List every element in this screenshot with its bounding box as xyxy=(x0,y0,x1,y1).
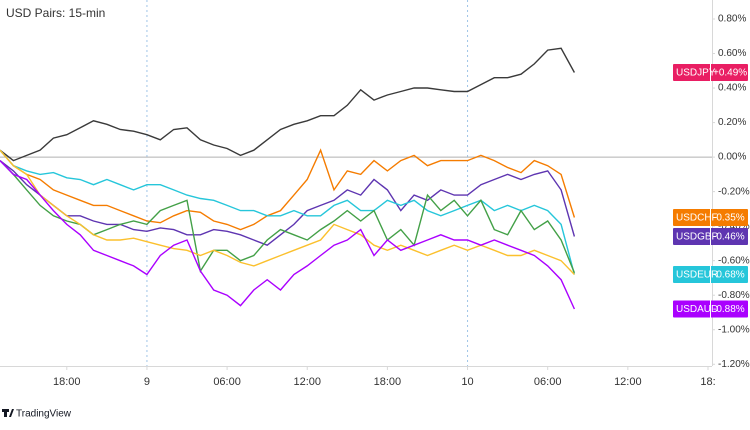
x-tick-label: 18:00 xyxy=(374,376,402,388)
y-tick-label: -0.20% xyxy=(718,186,750,197)
x-tick-label: 12:00 xyxy=(293,376,321,388)
y-tick-label: 0.80% xyxy=(718,14,746,25)
series-line xyxy=(0,149,576,275)
y-tick-label: -1.20% xyxy=(718,359,750,370)
brand: TradingView xyxy=(16,409,72,420)
series-name: USDEUR xyxy=(676,270,718,281)
series-line xyxy=(0,148,576,231)
x-tick-label: 10 xyxy=(461,376,473,388)
y-tick-label: -1.00% xyxy=(718,324,750,335)
x-tick-label: 18: xyxy=(700,376,715,388)
x-tick-label: 12:00 xyxy=(614,376,642,388)
x-tick-label: 06:00 xyxy=(213,376,241,388)
y-tick-label: -0.40% xyxy=(718,221,750,232)
series-name: USDAUD xyxy=(676,304,718,315)
series-name: USDGBP xyxy=(676,232,719,243)
series-line xyxy=(0,160,576,246)
end-value-label: -0.46% xyxy=(713,232,745,243)
y-tick-label: -0.60% xyxy=(718,255,750,266)
series-line xyxy=(0,160,576,274)
end-value-label: -0.35% xyxy=(713,213,745,224)
end-value-label: +0.49% xyxy=(713,68,747,79)
y-tick-label: -0.80% xyxy=(718,290,750,301)
series-line xyxy=(0,160,576,310)
logo xyxy=(2,409,14,417)
y-tick-label: 0.00% xyxy=(718,152,746,163)
x-tick-label: 06:00 xyxy=(534,376,562,388)
series-name: USDJPY xyxy=(676,68,716,79)
y-tick-label: 0.40% xyxy=(718,83,746,94)
series-line xyxy=(0,149,575,275)
chart-title: USD Pairs: 15-min xyxy=(6,6,105,20)
y-tick-label: 0.20% xyxy=(718,117,746,128)
series-line xyxy=(0,47,576,162)
end-value-label: -0.68% xyxy=(713,270,745,281)
end-value-label: -0.88% xyxy=(713,304,745,315)
series-name: USDCHF xyxy=(676,213,718,224)
x-tick-label: 9 xyxy=(144,376,150,388)
y-tick-label: 0.60% xyxy=(718,48,746,59)
x-tick-label: 18:00 xyxy=(53,376,81,388)
